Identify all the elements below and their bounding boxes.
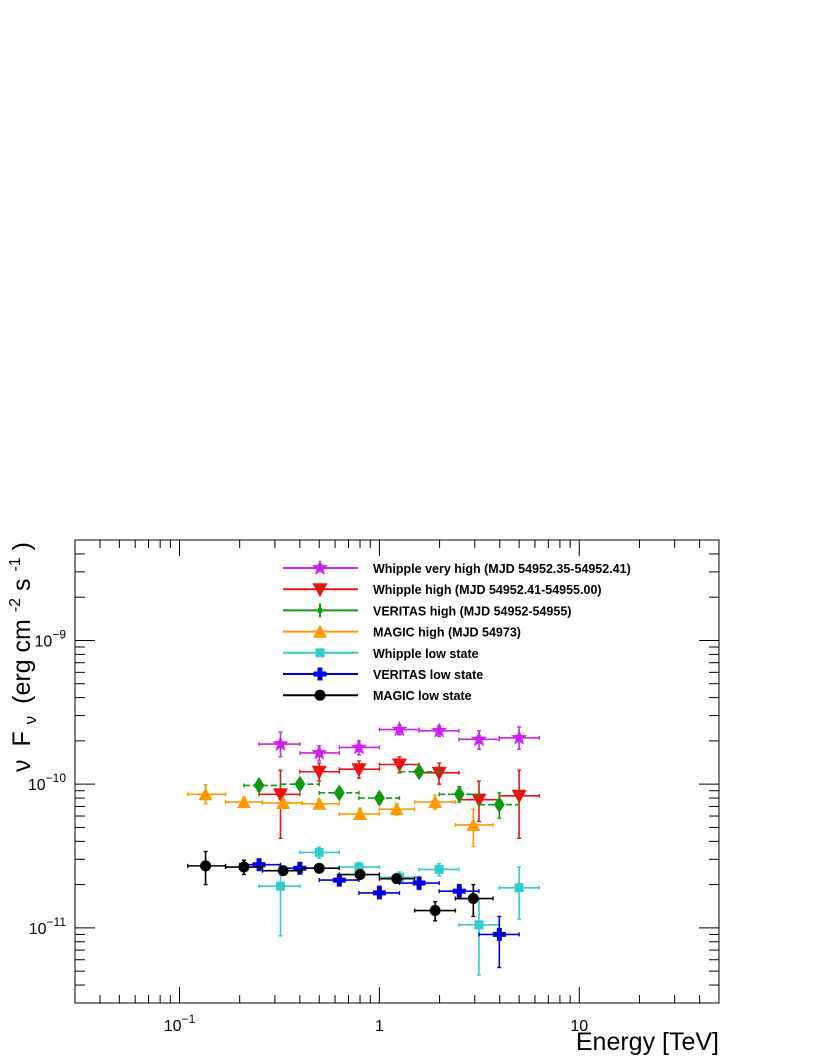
- legend-label: MAGIC high (MJD 54973): [373, 626, 521, 640]
- legend-label: Whipple low state: [373, 647, 479, 661]
- data-point: [372, 886, 386, 900]
- data-point: [412, 876, 426, 890]
- legend-label: VERITAS low state: [373, 668, 483, 682]
- legend-marker: [311, 559, 329, 575]
- data-point: [511, 789, 527, 804]
- data-point: [431, 722, 448, 738]
- legend-marker: [314, 689, 326, 701]
- x-tick-label: 1: [375, 1018, 384, 1035]
- data-point: [434, 864, 444, 874]
- data-point: [312, 796, 327, 810]
- legend-marker: [315, 648, 325, 658]
- data-point: [238, 861, 250, 873]
- data-point: [389, 802, 404, 816]
- data-point: [391, 758, 407, 773]
- data-point: [200, 860, 212, 872]
- legend-entry: Whipple high (MJD 54952.41-54955.00): [283, 583, 602, 598]
- data-series: [187, 721, 540, 976]
- y-axis-label-exp2: -1: [7, 557, 24, 571]
- data-point: [452, 884, 466, 898]
- data-point: [514, 883, 524, 893]
- legend-entry: VERITAS high (MJD 54952-54955): [283, 603, 571, 618]
- y-axis-label: ν F ν (erg cm -2 s -1 ): [0, 542, 42, 772]
- data-point: [413, 763, 425, 781]
- y-axis-label-sub: ν: [21, 716, 40, 725]
- data-point: [253, 776, 265, 794]
- y-axis-label-units: (erg cm: [8, 619, 36, 704]
- legend-marker: [312, 583, 328, 598]
- data-point: [471, 793, 487, 808]
- data-point: [332, 873, 346, 887]
- data-point: [313, 862, 325, 874]
- data-point: [391, 873, 403, 885]
- data-point: [351, 763, 367, 778]
- data-point: [466, 817, 481, 831]
- data-point: [314, 847, 324, 857]
- data-point: [252, 858, 266, 872]
- legend-marker: [313, 624, 327, 638]
- legend-entry: MAGIC high (MJD 54973): [283, 624, 521, 640]
- series-6: [187, 850, 494, 922]
- data-point: [511, 729, 528, 745]
- data-point: [294, 775, 306, 793]
- data-point: [236, 795, 251, 809]
- data-point: [474, 920, 484, 930]
- legend-label: VERITAS high (MJD 54952-54955): [373, 604, 571, 618]
- legend-label: MAGIC low state: [373, 689, 472, 703]
- y-axis-label-exp1: -2: [7, 598, 24, 612]
- data-point: [470, 730, 488, 747]
- legend: Whipple very high (MJD 54952.35-54952.41…: [283, 559, 631, 703]
- data-point: [429, 905, 441, 917]
- y-tick-label: 10−10: [28, 771, 66, 794]
- data-point: [350, 738, 368, 755]
- legend-label: Whipple very high (MJD 54952.35-54952.41…: [373, 562, 631, 576]
- legend-entry: Whipple very high (MJD 54952.35-54952.41…: [283, 559, 631, 576]
- data-point: [428, 795, 443, 809]
- legend-marker: [317, 605, 323, 616]
- data-point: [492, 927, 506, 941]
- x-axis-label: Energy [TeV]: [576, 1028, 719, 1056]
- legend-label: Whipple high (MJD 54952.41-54955.00): [373, 583, 602, 597]
- data-point: [276, 795, 291, 809]
- y-tick-label: 10−11: [29, 915, 67, 938]
- y-axis-label-f: F: [8, 731, 36, 746]
- data-point: [391, 721, 408, 737]
- legend-entry: VERITAS low state: [283, 667, 483, 682]
- y-axis-label-units2: s: [8, 578, 36, 591]
- data-point: [467, 893, 479, 905]
- data-point: [373, 789, 385, 807]
- data-point: [431, 766, 447, 781]
- data-point: [453, 785, 465, 803]
- data-point: [311, 744, 328, 760]
- data-point: [311, 765, 327, 780]
- legend-entry: Whipple low state: [283, 647, 479, 661]
- y-axis-label-nu: ν: [8, 760, 36, 773]
- data-point: [293, 861, 307, 875]
- data-point: [277, 865, 289, 877]
- data-point: [198, 787, 213, 801]
- legend-entry: MAGIC low state: [283, 689, 472, 703]
- series-3: [187, 784, 494, 847]
- series-2: [243, 763, 520, 819]
- legend-marker: [313, 667, 327, 681]
- series-0: [258, 721, 540, 762]
- data-point: [333, 784, 345, 802]
- x-tick-label: 10−1: [164, 1012, 196, 1035]
- data-point: [354, 862, 364, 872]
- data-point: [272, 788, 288, 803]
- y-axis-label-close: ): [8, 542, 36, 550]
- data-point: [493, 796, 505, 814]
- data-point: [275, 881, 285, 891]
- data-point: [272, 735, 289, 751]
- x-tick-label: 10: [570, 1018, 588, 1035]
- data-point: [354, 869, 366, 881]
- y-tick-label: 10−9: [35, 627, 67, 650]
- plot-frame: [74, 539, 720, 1004]
- data-point: [353, 806, 368, 820]
